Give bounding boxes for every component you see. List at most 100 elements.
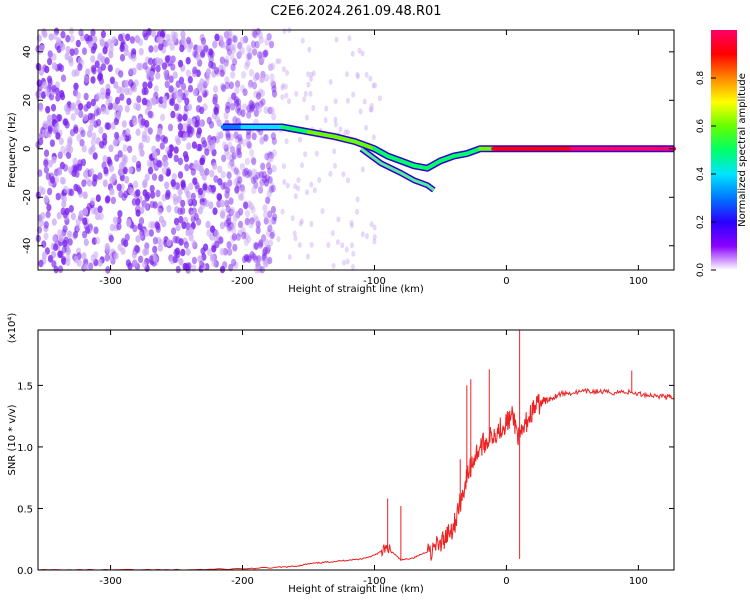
noise-cell — [135, 128, 141, 136]
noise-cell — [188, 227, 194, 235]
noise-cell — [73, 124, 79, 132]
noise-cell — [293, 193, 298, 200]
noise-cell — [81, 179, 87, 187]
noise-cell — [247, 171, 253, 179]
noise-cell — [225, 101, 231, 110]
noise-cell — [369, 221, 374, 228]
noise-cell — [284, 92, 289, 99]
noise-cell — [65, 107, 71, 116]
noise-cell — [241, 169, 248, 178]
noise-cell — [241, 138, 247, 147]
noise-cell — [133, 79, 139, 87]
noise-cell — [270, 79, 276, 88]
noise-cell — [355, 73, 360, 80]
noise-cell — [128, 166, 134, 174]
noise-cell — [83, 207, 89, 216]
noise-cell — [135, 189, 141, 197]
noise-cell — [97, 259, 103, 267]
noise-cell — [206, 248, 213, 256]
noise-cell — [155, 64, 161, 73]
noise-cell — [360, 231, 365, 238]
noise-cell — [150, 191, 156, 199]
noise-cell — [110, 122, 116, 130]
noise-cell — [164, 181, 170, 190]
noise-cell — [113, 103, 119, 111]
noise-cell — [75, 39, 81, 48]
noise-cell — [90, 55, 96, 63]
noise-cell — [267, 151, 273, 159]
noise-cell — [102, 179, 108, 188]
noise-cell — [78, 103, 84, 111]
noise-cell — [300, 162, 304, 169]
noise-cell — [136, 95, 142, 103]
noise-cell — [231, 226, 237, 235]
noise-cell — [58, 265, 64, 274]
noise-cell — [42, 81, 48, 90]
noise-cell — [245, 52, 251, 61]
noise-cell — [40, 212, 46, 220]
noise-cell — [124, 79, 130, 88]
noise-cell — [266, 33, 272, 41]
noise-cell — [171, 173, 177, 181]
noise-cell — [152, 151, 158, 159]
noise-cell — [46, 118, 52, 127]
noise-cell — [221, 61, 227, 70]
noise-cell — [280, 208, 285, 215]
noise-cell — [245, 59, 251, 68]
noise-cell — [194, 115, 201, 123]
noise-cell — [42, 120, 48, 129]
noise-cell — [253, 241, 259, 250]
noise-cell — [253, 90, 259, 99]
noise-cell — [372, 238, 377, 245]
noise-cell — [102, 46, 108, 55]
noise-cell — [317, 177, 322, 183]
noise-cell — [256, 255, 262, 263]
ridge-segment — [385, 154, 403, 163]
noise-cell — [307, 46, 312, 53]
noise-cell — [237, 220, 244, 229]
colorbar-gradient — [711, 30, 737, 270]
noise-cell — [254, 40, 260, 49]
noise-cell — [121, 193, 127, 201]
noise-cell — [252, 174, 258, 183]
noise-cell — [191, 239, 197, 248]
noise-cell — [213, 229, 219, 238]
noise-cell — [248, 220, 254, 229]
noise-cell — [151, 173, 158, 181]
noise-cell — [358, 108, 363, 115]
noise-cell — [133, 180, 139, 189]
ridge-segment — [398, 158, 417, 168]
noise-cell — [200, 154, 206, 163]
noise-cell — [64, 121, 70, 129]
noise-cell — [76, 133, 82, 142]
noise-cell — [266, 229, 272, 237]
noise-cell — [299, 218, 304, 225]
noise-cell — [170, 55, 176, 63]
noise-cell — [233, 261, 239, 269]
noise-cell — [287, 254, 292, 260]
noise-cell — [292, 230, 297, 237]
noise-cell — [73, 82, 79, 91]
noise-cell — [247, 141, 253, 150]
noise-cell — [256, 90, 262, 99]
noise-cell — [229, 103, 236, 111]
noise-cell — [230, 146, 236, 154]
noise-cell — [144, 173, 150, 182]
noise-cell — [237, 50, 243, 58]
noise-cell — [65, 46, 71, 54]
noise-cell — [305, 189, 309, 196]
noise-cell — [230, 206, 236, 215]
noise-cell — [114, 131, 120, 140]
noise-cell — [127, 87, 133, 96]
noise-cell — [148, 255, 154, 263]
noise-cell — [45, 105, 51, 114]
noise-cell — [227, 141, 233, 149]
noise-cell — [136, 164, 142, 172]
noise-cell — [43, 159, 49, 167]
noise-cell — [298, 136, 302, 143]
noise-cell — [90, 28, 96, 37]
noise-cell — [224, 76, 230, 84]
noise-cell — [314, 150, 319, 157]
ridge-segment — [451, 151, 469, 159]
noise-cell — [185, 56, 191, 65]
